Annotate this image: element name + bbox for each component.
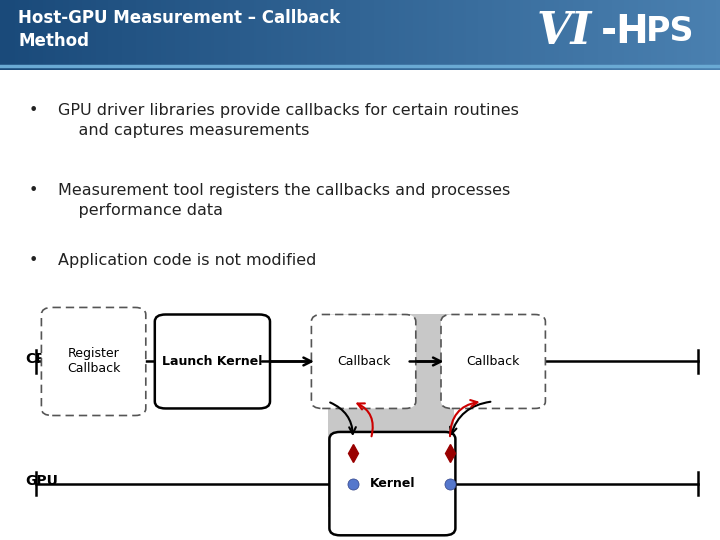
Text: Register
Callback: Register Callback [67,347,120,375]
Text: Measurement tool registers the callbacks and processes
    performance data: Measurement tool registers the callbacks… [58,183,510,218]
Text: Callback: Callback [337,355,390,368]
Bar [328,314,454,507]
Text: •: • [29,103,38,118]
Text: GPU: GPU [25,474,58,488]
FancyBboxPatch shape [330,432,456,535]
Text: •: • [29,183,38,198]
Text: •: • [29,253,38,268]
Text: PS: PS [646,15,694,48]
Text: Callback: Callback [467,355,520,368]
FancyBboxPatch shape [441,314,546,408]
FancyBboxPatch shape [42,307,145,415]
Text: CPU: CPU [25,352,57,366]
Text: Launch Kernel: Launch Kernel [162,355,263,368]
Text: -H: -H [601,12,650,51]
FancyBboxPatch shape [155,314,270,408]
Text: Host-GPU Measurement – Callback
Method: Host-GPU Measurement – Callback Method [18,9,341,50]
Text: VI: VI [536,10,592,53]
FancyBboxPatch shape [311,314,416,408]
Text: Application code is not modified: Application code is not modified [58,253,316,268]
Text: GPU driver libraries provide callbacks for certain routines
    and captures mea: GPU driver libraries provide callbacks f… [58,103,518,138]
Text: Kernel: Kernel [369,477,415,490]
